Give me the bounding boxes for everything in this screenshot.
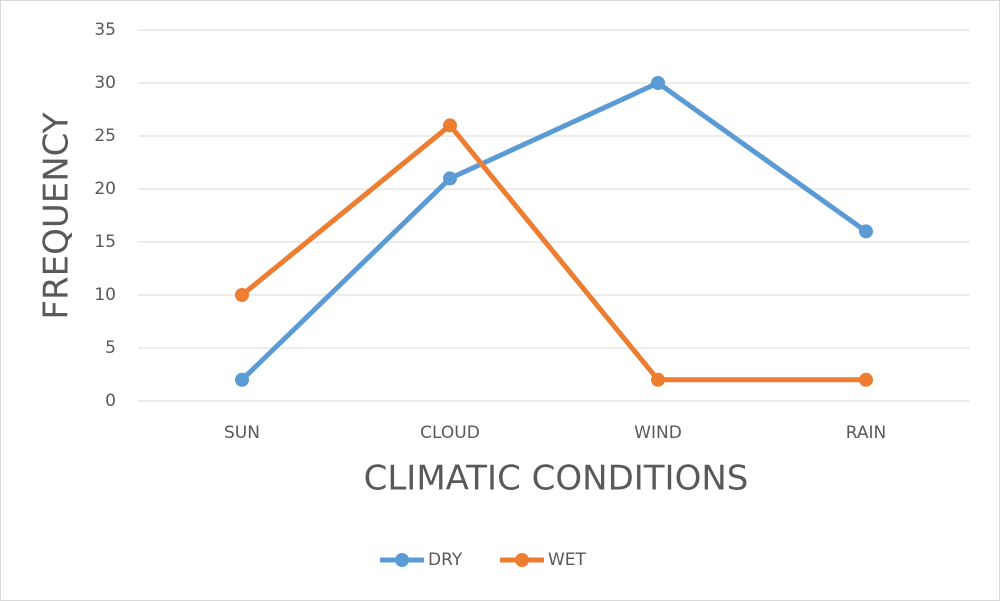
- x-tick-label: WIND: [634, 423, 682, 443]
- legend-label: DRY: [428, 550, 463, 570]
- data-point: [235, 372, 249, 387]
- x-tick-label: RAIN: [846, 423, 886, 443]
- data-point: [443, 171, 457, 186]
- y-tick-label: 15: [94, 232, 116, 252]
- x-axis-title: CLIMATIC CONDITIONS: [364, 459, 749, 499]
- y-axis-title: FREQUENCY: [37, 112, 77, 319]
- y-tick-label: 35: [94, 20, 116, 40]
- series-line: [240, 80, 868, 382]
- data-point: [443, 118, 457, 133]
- data-point: [651, 372, 665, 387]
- data-point: [859, 224, 873, 239]
- x-tick-label: SUN: [224, 423, 260, 443]
- series-line: [240, 122, 866, 383]
- data-point: [651, 76, 665, 90]
- y-tick-label: 25: [94, 126, 116, 146]
- y-tick-label: 30: [94, 73, 116, 93]
- data-point: [859, 372, 873, 387]
- y-tick-label: 20: [94, 179, 116, 199]
- y-tick-label: 5: [105, 338, 116, 358]
- data-point: [235, 288, 249, 302]
- y-tick-label: 0: [105, 391, 116, 411]
- y-tick-label: 10: [94, 285, 116, 305]
- legend-marker: [515, 553, 529, 567]
- legend-marker: [395, 553, 409, 567]
- x-tick-label: CLOUD: [420, 423, 480, 443]
- legend-label: WET: [548, 550, 587, 570]
